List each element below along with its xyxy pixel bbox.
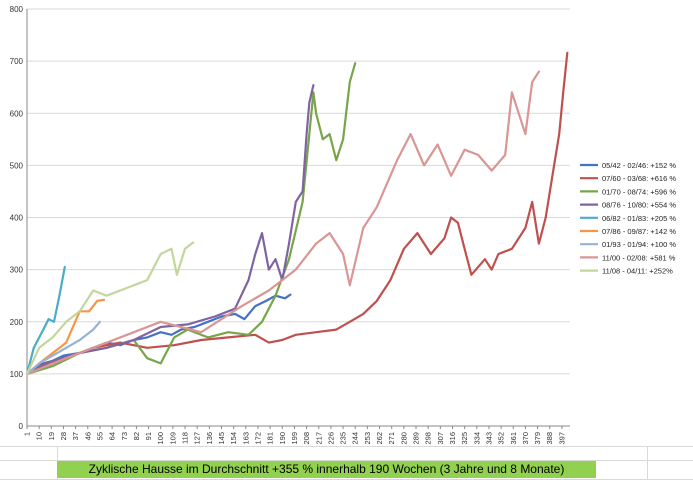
y-tick-label: 100 [10, 370, 24, 379]
x-axis: 1 10 19 28 37 46 55 64 73 82 91 100 109 118 127 136 145 1… [23, 426, 566, 445]
y-tick-label: 600 [10, 109, 24, 118]
summary-caption: Zyklische Hausse im Durchschnitt +355 % … [57, 461, 596, 478]
x-tick-label: 226 [326, 432, 335, 445]
x-tick-label: 82 [132, 432, 141, 440]
x-tick-label: 271 [387, 432, 396, 445]
x-tick-label: 361 [509, 432, 518, 445]
x-tick-label: 127 [193, 432, 202, 445]
x-tick-label: 217 [314, 432, 323, 445]
x-tick-label: 64 [108, 432, 117, 440]
y-tick-label: 400 [10, 214, 24, 223]
x-tick-label: 73 [120, 432, 129, 440]
x-tick-label: 397 [557, 432, 566, 445]
series-line-2 [25, 51, 569, 375]
x-tick-label: 316 [448, 432, 457, 445]
chart-background [0, 0, 693, 446]
line-chart: 0 100 200 300 400 500 600 700 800 1 10 19 28 37 46 55 6… [0, 0, 693, 446]
y-tick-label: 200 [10, 318, 24, 327]
x-tick-label: 10 [35, 432, 44, 440]
x-tick-label: 100 [156, 432, 165, 445]
y-tick-label: 300 [10, 266, 24, 275]
legend-label: 11/08 - 04/11: +252% [602, 267, 673, 276]
x-tick-label: 235 [339, 432, 348, 445]
x-tick-label: 244 [351, 432, 360, 445]
x-tick-label: 181 [266, 432, 275, 445]
x-tick-label: 163 [241, 432, 250, 445]
y-tick-label: 500 [10, 161, 24, 170]
x-tick-label: 145 [217, 432, 226, 445]
x-tick-label: 289 [412, 432, 421, 445]
legend: 05/42 - 02/46: +152 % 07/60 - 03/68: +616… [580, 161, 676, 276]
x-tick-label: 370 [521, 432, 530, 445]
legend-label: 07/60 - 03/68: +616 % [602, 174, 676, 183]
legend-label: 01/70 - 08/74: +596 % [602, 187, 676, 196]
y-tick-label: 800 [10, 5, 24, 14]
series-lines [25, 51, 569, 375]
y-tick-label: 0 [19, 422, 24, 431]
x-tick-label: 325 [460, 432, 469, 445]
x-tick-label: 199 [290, 432, 299, 445]
chart-area: 0 100 200 300 400 500 600 700 800 1 10 19 28 37 46 55 6… [0, 0, 693, 446]
series-line-7 [25, 320, 102, 375]
series-line-9 [25, 241, 195, 375]
series-line-4 [25, 83, 315, 375]
x-tick-label: 109 [168, 432, 177, 445]
x-tick-label: 28 [59, 432, 68, 440]
x-tick-label: 1 [23, 432, 32, 436]
x-tick-label: 118 [181, 432, 190, 444]
x-tick-label: 253 [363, 432, 372, 445]
x-tick-label: 379 [533, 432, 542, 445]
x-tick-label: 352 [497, 432, 506, 445]
legend-label: 08/76 - 10/80: +554 % [602, 201, 676, 210]
x-tick-label: 343 [484, 432, 493, 445]
legend-label: 11/00 - 02/08: +581 % [602, 253, 676, 262]
series-line-8 [25, 70, 541, 375]
x-tick-label: 172 [253, 432, 262, 445]
series-line-5 [25, 265, 66, 375]
x-tick-label: 37 [71, 432, 80, 440]
x-tick-label: 262 [375, 432, 384, 445]
x-tick-label: 280 [399, 432, 408, 445]
y-axis: 0 100 200 300 400 500 600 700 800 [10, 5, 28, 431]
legend-label: 05/42 - 02/46: +152 % [602, 161, 676, 170]
x-tick-label: 91 [144, 432, 153, 440]
legend-label: 01/93 - 01/94: +100 % [602, 240, 676, 249]
legend-label: 06/82 - 01/83: +205 % [602, 214, 676, 223]
x-tick-label: 55 [95, 432, 104, 440]
x-tick-label: 136 [205, 432, 214, 445]
x-tick-label: 46 [83, 432, 92, 440]
x-tick-label: 19 [47, 432, 56, 440]
x-tick-label: 307 [436, 432, 445, 445]
x-tick-label: 334 [472, 432, 481, 445]
x-tick-label: 154 [229, 432, 238, 445]
x-tick-label: 190 [278, 432, 287, 445]
x-tick-label: 298 [424, 432, 433, 445]
x-tick-label: 388 [545, 432, 554, 445]
x-tick-label: 208 [302, 432, 311, 445]
y-tick-label: 700 [10, 57, 24, 66]
legend-label: 07/86 - 09/87: +142 % [602, 227, 676, 236]
